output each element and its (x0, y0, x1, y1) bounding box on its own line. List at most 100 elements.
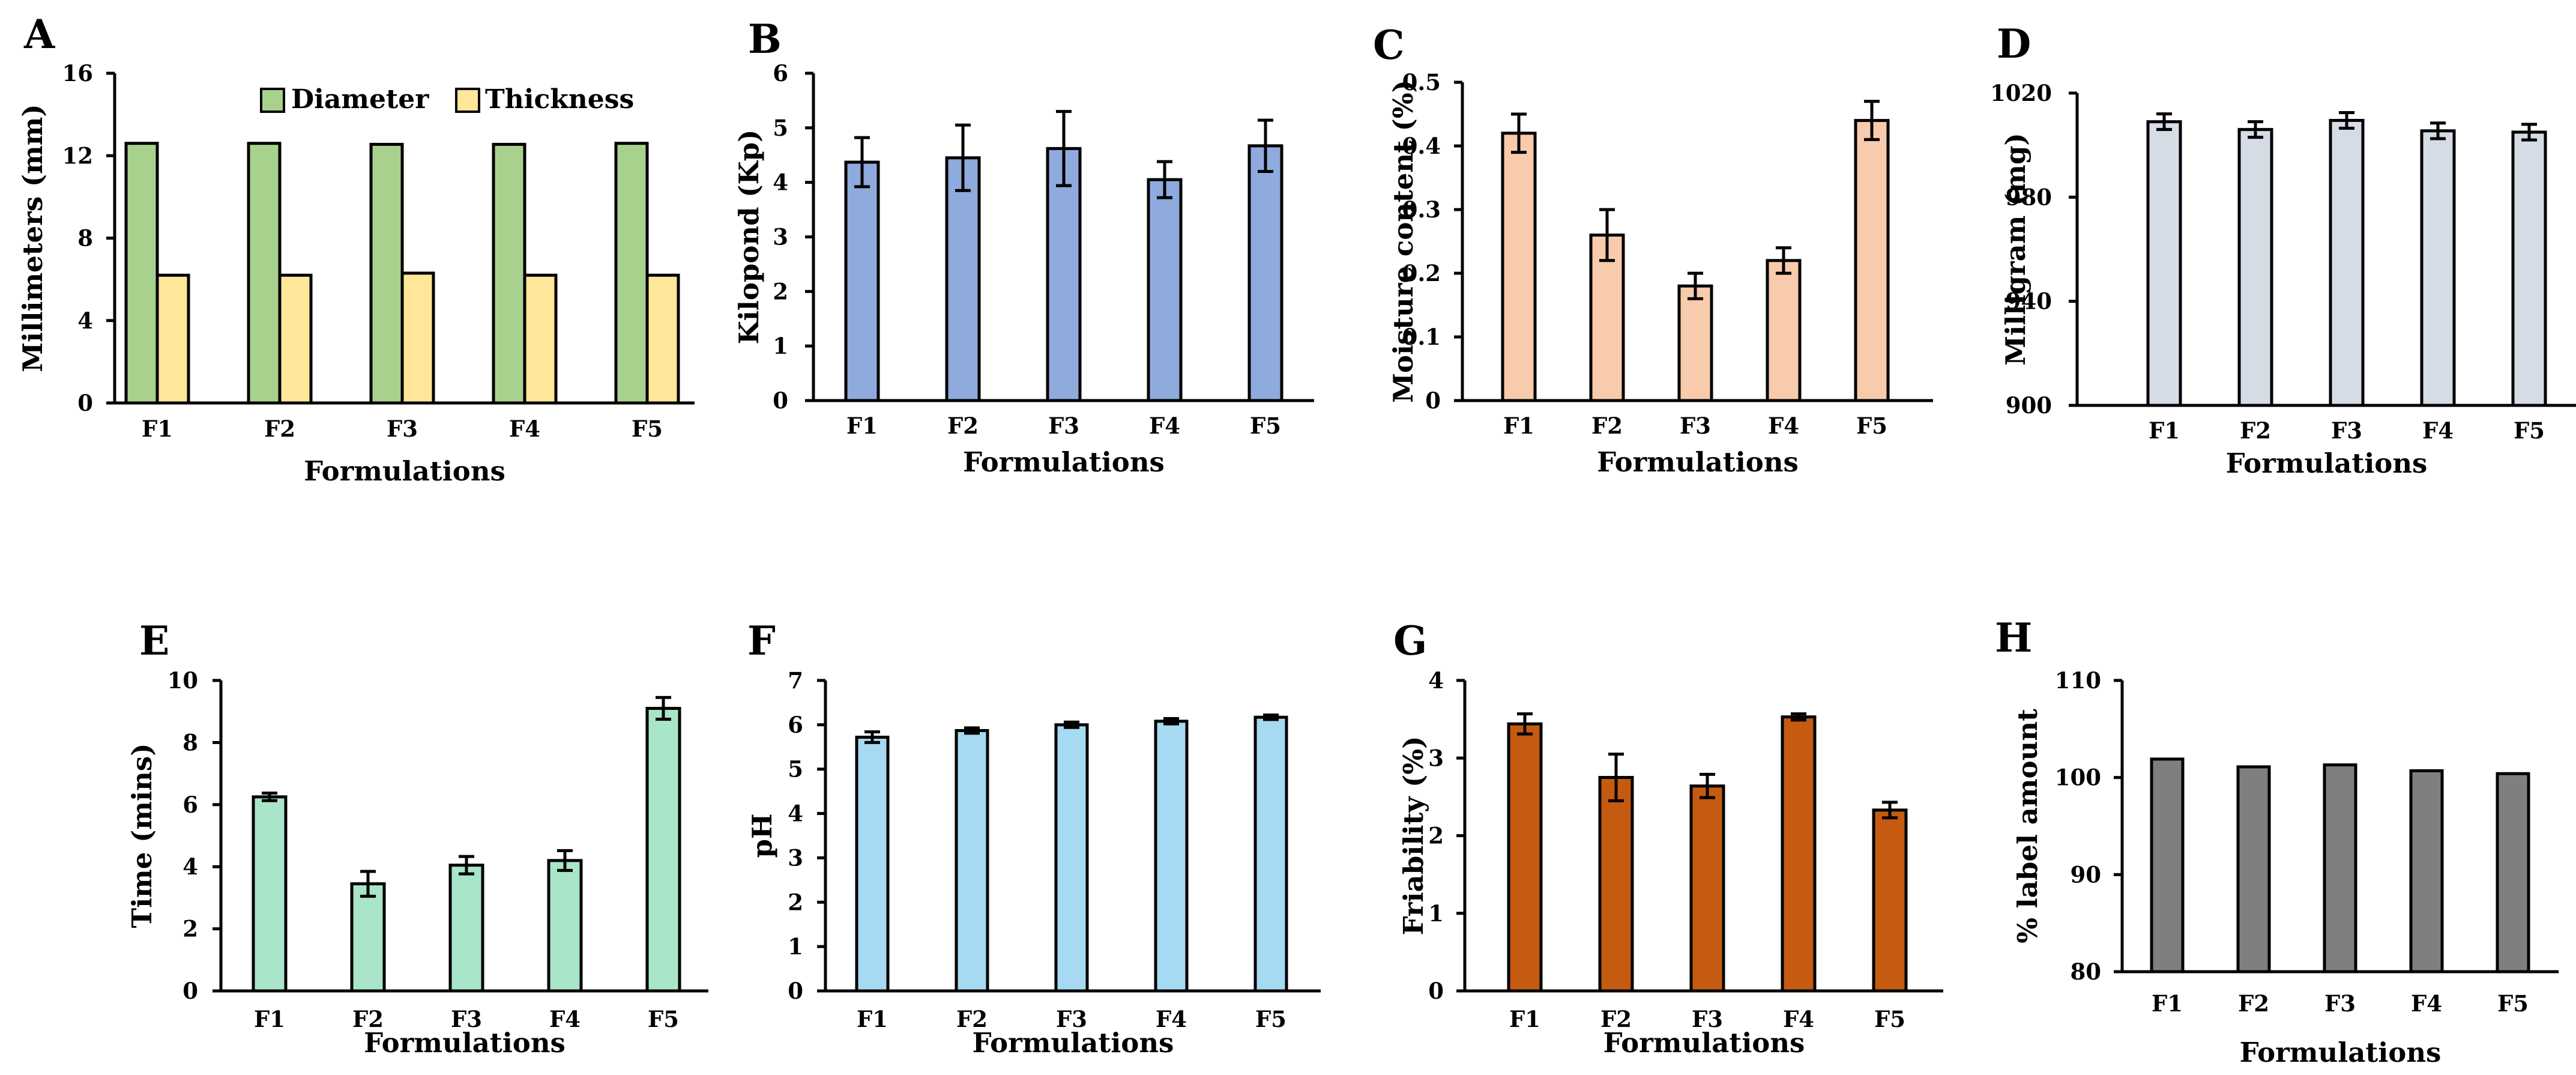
bar-e-f1 (252, 795, 288, 993)
bar-g-f5 (1872, 808, 1908, 993)
y-axis-title: Time (mins) (126, 743, 158, 928)
panel-letter: H (1995, 614, 2032, 661)
y-tick-label: 0 (77, 390, 93, 416)
y-tick-label: 0.1 (1402, 324, 1441, 350)
y-tick-label: 0.5 (1402, 69, 1441, 95)
y-tick-label: 110 (2055, 667, 2101, 694)
bar-b-f1 (844, 160, 880, 402)
y-tick-label: 1 (788, 933, 803, 960)
x-axis-title: Formulations (304, 455, 505, 487)
bar-d-f5 (2511, 130, 2547, 407)
y-tick-label: 900 (2006, 392, 2052, 419)
x-tick-label: F5 (2497, 990, 2529, 1017)
x-tick-label: F1 (2149, 417, 2180, 444)
y-tick-label: 100 (2055, 765, 2101, 791)
chart-panel-g: G F1 F2 F3 F4 F5 0 1 2 3 4 Formulations Friability (… (1393, 617, 1943, 1059)
x-tick-label: F3 (1048, 413, 1079, 439)
x-tick-label: F5 (2514, 417, 2545, 444)
x-tick-label: F5 (632, 416, 663, 442)
x-tick-label: F1 (846, 413, 878, 439)
y-tick-label: 3 (773, 224, 788, 250)
bar-a-f4-diameter (492, 142, 526, 405)
x-axis-title: Formulations (364, 1027, 566, 1059)
bar-e-f4 (547, 859, 583, 993)
bar-a-f1-thickness (155, 273, 190, 405)
bar-b-f3 (1046, 147, 1082, 402)
y-axis-title: % label amount (2012, 709, 2044, 943)
y-tick-label: 2 (182, 916, 198, 942)
x-tick-label: F1 (1509, 1006, 1540, 1032)
bar-f-f4 (1154, 719, 1189, 993)
y-tick-label: 0.3 (1402, 196, 1441, 223)
x-tick-label: F3 (1680, 413, 1711, 439)
y-tick-label: 1020 (1990, 80, 2052, 106)
y-tick-label: 0 (182, 978, 198, 1004)
bar-h-f2 (2236, 765, 2271, 974)
bar-c-f3 (1677, 284, 1713, 402)
x-tick-label: F4 (509, 416, 540, 442)
y-tick-label: 2 (773, 278, 788, 304)
panel-letter: B (748, 16, 782, 62)
bar-e-f5 (645, 707, 681, 993)
chart-panel-f: F F1 F2 F3 F4 F5 0 1 2 3 4 5 6 7 Formulations pH (746, 617, 1321, 1059)
x-axis-title: Formulations (2240, 1037, 2442, 1068)
bar-b-f4 (1147, 178, 1183, 402)
chart-panel-h: H F1 F2 F3 F4 F5 80 90 100 110 Formulations % label… (1995, 614, 2559, 1068)
bar-a-f5-diameter (614, 142, 649, 405)
x-tick-label: F2 (1600, 1006, 1632, 1032)
x-tick-label: F4 (549, 1006, 581, 1032)
y-tick-label: 8 (77, 225, 93, 252)
x-tick-label: F2 (2240, 417, 2271, 444)
bar-h-f5 (2496, 772, 2530, 974)
x-tick-label: F5 (1250, 413, 1281, 439)
chart-panel-d: D F1 F2 F3 F4 F5 900 940 980 1020 Formulations Mill… (1990, 20, 2576, 479)
y-tick-label: 5 (773, 115, 788, 141)
bar-g-f1 (1507, 722, 1543, 993)
x-tick-label: F4 (1768, 413, 1799, 439)
x-tick-label: F5 (1255, 1006, 1286, 1032)
y-tick-label: 90 (2071, 861, 2102, 888)
bar-a-f2-thickness (278, 273, 313, 405)
x-tick-label: F3 (2331, 417, 2362, 444)
legend-label-diameter: Diameter (291, 84, 429, 115)
y-tick-label: 0 (773, 387, 788, 414)
y-tick-label: 7 (788, 667, 803, 694)
bar-a-f1-diameter (124, 142, 159, 405)
x-axis-title: Formulations (1603, 1027, 1805, 1059)
x-tick-label: F2 (956, 1006, 988, 1032)
bar-f-f3 (1054, 723, 1089, 993)
x-axis-title: Formulations (973, 1027, 1174, 1059)
y-axis-title: Millimeters (mm) (17, 104, 49, 372)
y-tick-label: 2 (1428, 823, 1444, 849)
x-tick-label: F4 (2422, 417, 2454, 444)
bar-d-f3 (2329, 119, 2365, 407)
panel-letter: C (1373, 22, 1405, 68)
x-axis-title: Formulations (2226, 447, 2428, 479)
y-tick-label: 3 (1428, 745, 1444, 771)
y-tick-label: 4 (773, 169, 788, 196)
panel-letter: E (139, 617, 169, 664)
bar-d-f2 (2237, 128, 2273, 407)
y-tick-label: 2 (788, 889, 803, 915)
panel-letter: F (747, 617, 776, 664)
y-tick-label: 6 (773, 60, 788, 86)
bar-f-f2 (955, 728, 989, 993)
x-tick-label: F1 (857, 1006, 888, 1032)
x-tick-label: F3 (1692, 1006, 1723, 1032)
y-axis-title: Friability (%) (1398, 736, 1429, 936)
x-tick-label: F4 (1149, 413, 1180, 439)
x-tick-label: F3 (451, 1006, 482, 1032)
x-axis-title: Formulations (963, 446, 1165, 478)
bar-a-f4-thickness (523, 273, 558, 405)
y-tick-label: 3 (788, 844, 803, 871)
x-tick-label: F1 (142, 416, 173, 442)
legend-label-thickness: Thickness (485, 84, 634, 115)
y-axis-title: pH (746, 814, 778, 858)
y-axis-title: Milligram (mg) (2000, 133, 2032, 365)
y-tick-label: 1 (1428, 900, 1444, 927)
y-tick-label: 6 (788, 712, 803, 738)
bar-c-f4 (1766, 259, 1802, 402)
chart-panel-e: E F1 F2 F3 F4 F5 0 2 4 6 8 10 Formulations Time (mins… (126, 617, 708, 1059)
y-tick-label: 16 (62, 60, 94, 86)
bar-d-f1 (2146, 120, 2182, 407)
